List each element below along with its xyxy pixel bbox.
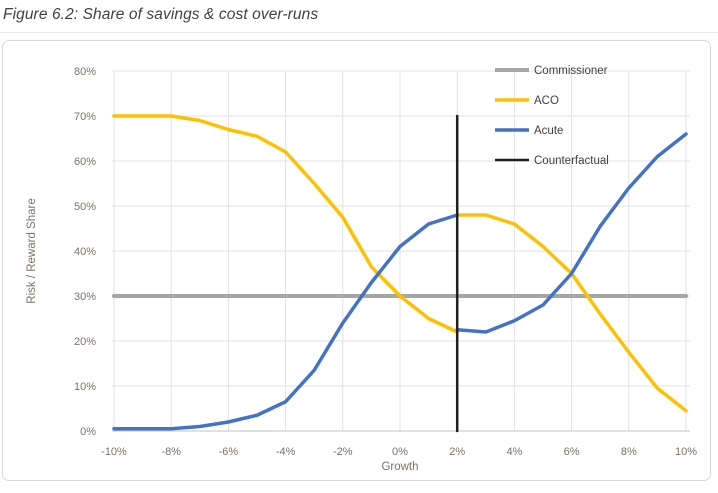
x-tick-label: 10% xyxy=(675,446,697,458)
y-tick-label: 0% xyxy=(80,426,96,438)
y-tick-label: 30% xyxy=(74,291,96,303)
y-tick-label: 40% xyxy=(74,246,96,258)
x-tick-label: -6% xyxy=(219,446,239,458)
figure-title: Figure 6.2: Share of savings & cost over… xyxy=(0,0,718,33)
series-line-acute xyxy=(455,132,688,334)
series-line-aco xyxy=(112,114,459,334)
y-axis-title: Risk / Reward Share xyxy=(26,198,38,303)
x-tick-label: 0% xyxy=(392,446,408,458)
x-tick-label: 2% xyxy=(449,446,465,458)
legend-label-acute: Acute xyxy=(534,125,563,137)
y-tick-label: 60% xyxy=(74,156,96,168)
x-tick-label: -10% xyxy=(101,446,127,458)
x-tick-label: 6% xyxy=(564,446,580,458)
y-tick-label: 10% xyxy=(74,381,96,393)
legend-label-aco: ACO xyxy=(534,95,559,107)
y-tick-label: 20% xyxy=(74,336,96,348)
legend-label-commissioner: Commissioner xyxy=(534,65,608,77)
legend-label-counterfactual: Counterfactual xyxy=(534,155,609,167)
chart-canvas: -10% -8% -6% -4% -2% 0% 2% 4% 6% 8% 10% 0% 10% 20% 30%… xyxy=(26,65,697,473)
series-line-acute xyxy=(112,213,459,431)
x-tick-label: 8% xyxy=(621,446,637,458)
x-axis-title: Growth xyxy=(381,461,418,473)
x-tick-label: -4% xyxy=(276,446,296,458)
x-tick-label: 4% xyxy=(506,446,522,458)
y-tick-label: 80% xyxy=(74,66,96,78)
y-tick-label: 70% xyxy=(74,111,96,123)
x-tick-label: -8% xyxy=(161,446,181,458)
chart-frame: -10% -8% -6% -4% -2% 0% 2% 4% 6% 8% 10% 0% 10% 20% 30%… xyxy=(2,40,711,481)
x-tick-label: -2% xyxy=(333,446,353,458)
y-tick-label: 50% xyxy=(74,201,96,213)
